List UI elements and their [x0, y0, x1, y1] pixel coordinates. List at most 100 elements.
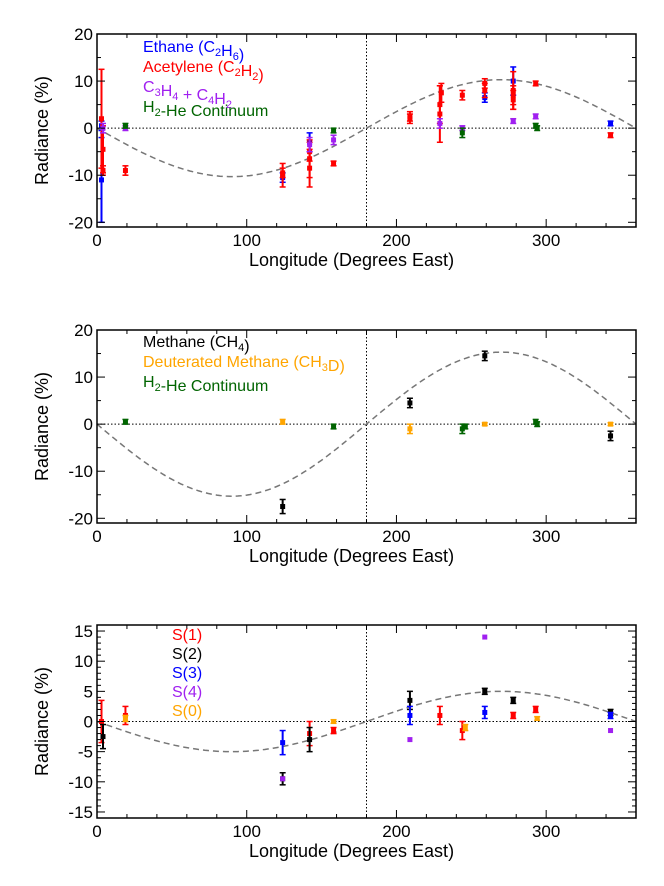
y-tick-label: 0: [84, 119, 93, 138]
data-point: [462, 424, 468, 429]
data-point: [533, 706, 539, 712]
data-point: [608, 132, 614, 138]
data-point: [608, 421, 614, 427]
y-tick-label: 5: [84, 682, 93, 701]
series-s-4-: [280, 634, 614, 782]
y-tick-label: 0: [84, 713, 93, 732]
data-point: [510, 97, 516, 103]
y-tick-label: -20: [68, 509, 93, 528]
data-point: [437, 712, 443, 718]
data-point: [534, 715, 540, 721]
data-point: [100, 168, 106, 174]
data-point: [331, 424, 337, 429]
series-s-0-: [122, 714, 541, 732]
legend-entry: S(4): [172, 684, 202, 701]
data-point: [482, 353, 488, 359]
legend-entry: S(0): [172, 703, 202, 720]
series-h2-he-continuum: [122, 122, 541, 139]
series-h2-he-continuum: [122, 418, 541, 435]
data-point: [608, 433, 614, 439]
chart-panel-3: 0 100 200 300 -15 -10 -5 0 5 10 15 Longitude (Degre…: [32, 622, 637, 861]
legend-entry: H2-He Continuum: [143, 374, 268, 395]
y-axis-label: Radiance (%): [32, 667, 52, 776]
series-s-3-: [279, 705, 614, 756]
legend-entry: C3H4 + C4H2: [143, 79, 232, 111]
y-axis-label: Radiance (%): [32, 372, 52, 481]
legend-entry: Deuterated Methane (CH3D): [143, 354, 345, 375]
data-point: [331, 137, 337, 143]
x-tick-label: 300: [532, 231, 560, 250]
data-point: [100, 734, 106, 740]
data-point: [510, 712, 516, 718]
x-tick-label: 300: [532, 822, 560, 841]
data-point: [534, 421, 540, 427]
data-point: [510, 697, 516, 703]
legend-entry: Acetylene (C2H2): [143, 59, 264, 84]
data-point: [407, 712, 413, 718]
y-tick-label: 10: [74, 652, 93, 671]
x-tick-label: 100: [233, 822, 261, 841]
data-point: [100, 146, 106, 152]
data-point: [462, 725, 468, 731]
legend-entry: H2-He Continuum: [143, 99, 268, 120]
legend-entry: Ethane (C2H6): [143, 39, 244, 64]
series-acetylene-c2h2-: [98, 68, 614, 188]
data-point: [533, 113, 539, 119]
chart-panel-2: 0 100 200 300 -20 -10 0 10 20 Longitude (Degrees …: [32, 321, 637, 566]
data-point: [437, 102, 443, 108]
data-point: [280, 504, 286, 510]
data-point: [482, 709, 488, 715]
data-point: [407, 426, 413, 432]
x-tick-label: 0: [92, 231, 101, 250]
x-tick-label: 200: [382, 822, 410, 841]
y-tick-label: -10: [68, 773, 93, 792]
data-point: [608, 120, 614, 126]
data-point: [407, 116, 413, 122]
series-deuterated-methane-ch3d-: [279, 418, 614, 435]
data-point: [331, 128, 337, 133]
data-point: [482, 421, 488, 427]
model-curve: [96, 351, 637, 497]
series-s-2-: [99, 687, 614, 786]
data-point: [98, 116, 104, 122]
legend-entry: S(3): [172, 665, 202, 682]
legend-entry: Methane (CH4): [143, 334, 250, 355]
data-point: [407, 697, 413, 703]
y-tick-label: -10: [68, 462, 93, 481]
x-tick-label: 200: [382, 527, 410, 546]
data-point: [438, 90, 444, 96]
x-axis-label: Longitude (Degrees East): [249, 546, 454, 566]
y-tick-label: 20: [74, 25, 93, 44]
data-point: [122, 168, 128, 174]
x-axis-label: Longitude (Degrees East): [249, 841, 454, 861]
data-point: [482, 87, 488, 93]
data-point: [98, 177, 104, 183]
chart-panel-1: 0 100 200 300 -20 -10 0 10 20 Longitude (Degrees …: [32, 25, 637, 270]
data-point: [407, 400, 413, 406]
data-point: [280, 740, 286, 746]
y-tick-label: 20: [74, 321, 93, 340]
data-point: [122, 123, 128, 129]
data-point: [459, 130, 465, 136]
y-tick-label: -20: [68, 213, 93, 232]
x-tick-label: 0: [92, 822, 101, 841]
data-point: [331, 160, 337, 166]
x-axis-label: Longitude (Degrees East): [249, 250, 454, 270]
y-tick-label: 10: [74, 72, 93, 91]
y-tick-label: 15: [74, 622, 93, 641]
data-point: [533, 80, 539, 86]
x-tick-label: 100: [233, 527, 261, 546]
y-tick-label: 0: [84, 415, 93, 434]
model-curve: [96, 690, 637, 753]
y-tick-label: -10: [68, 166, 93, 185]
data-point: [437, 120, 443, 126]
data-point: [331, 728, 337, 734]
data-point: [608, 728, 614, 734]
data-point: [331, 719, 337, 724]
data-point: [608, 712, 614, 718]
data-point: [280, 776, 286, 782]
model-curve: [96, 78, 637, 178]
y-tick-label: -15: [68, 803, 93, 822]
x-tick-label: 300: [532, 527, 560, 546]
